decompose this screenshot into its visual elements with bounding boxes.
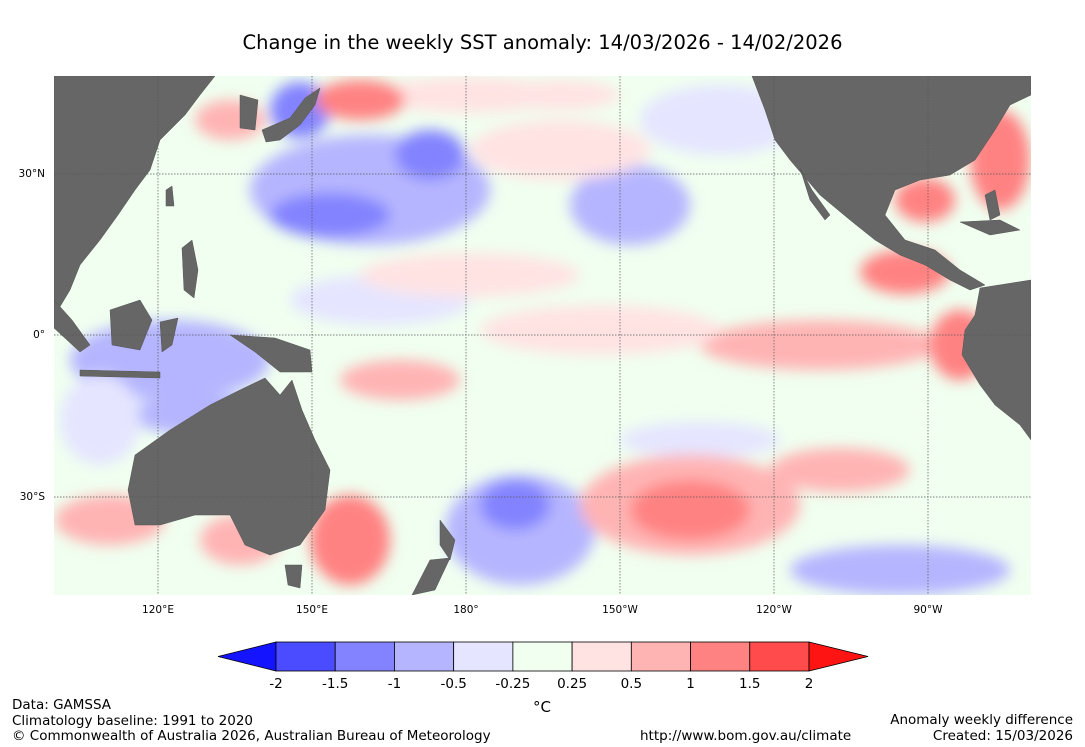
north-america-landmass — [751, 76, 1031, 291]
anomaly-field — [55, 77, 1030, 595]
colorbar-tick-label: 1 — [686, 676, 695, 692]
colorbar-bin — [512, 641, 573, 672]
colorbar-unit: °C — [533, 698, 551, 716]
colorbar-arrow-low — [217, 641, 277, 672]
nz-south-island — [411, 557, 451, 595]
new-guinea-landmass — [229, 334, 313, 373]
colorbar-bin — [690, 641, 751, 672]
colorbar-bin — [749, 641, 810, 672]
lat-label-30s: 30°S — [19, 491, 45, 503]
lon-label-120w: 120°W — [756, 604, 792, 616]
product-name: Anomaly weekly difference — [890, 712, 1073, 728]
taiwan-landmass — [165, 185, 175, 207]
borneo-landmass — [109, 299, 153, 351]
colorbar-tick-label: 1.5 — [739, 676, 761, 692]
colorbar-tick-label: -2 — [269, 676, 283, 692]
baja-california — [799, 167, 831, 221]
climatology-baseline: Climatology baseline: 1991 to 2020 — [12, 712, 253, 729]
land — [54, 76, 1031, 595]
south-america-landmass — [961, 279, 1031, 441]
lat-label-30n: 30°N — [18, 168, 45, 180]
japan-landmass — [261, 87, 321, 143]
colorbar-bin — [453, 641, 514, 672]
colorbar-tick-label: -0.25 — [495, 676, 531, 692]
colorbar-bin — [630, 641, 691, 672]
lon-label-150w: 150°W — [602, 604, 638, 616]
graticule — [54, 76, 1031, 595]
footer-right: Anomaly weekly difference Created: 15/03… — [890, 712, 1073, 744]
colorbar-tick-label: 0.25 — [557, 676, 588, 692]
chart-title: Change in the weekly SST anomaly: 14/03/… — [242, 31, 843, 54]
colorbar-tick-label: -1.5 — [322, 676, 349, 692]
data-source: Data: GAMSSA — [12, 697, 112, 713]
source-url[interactable]: http://www.bom.gov.au/climate — [640, 728, 852, 744]
tasmania-landmass — [284, 564, 303, 589]
lon-label-120e: 120°E — [142, 604, 174, 616]
philippines-landmass — [181, 239, 199, 299]
colorbar-bin — [394, 641, 455, 672]
colorbar-bin — [334, 641, 395, 672]
lat-label-equator: 0° — [33, 329, 45, 341]
colorbar-tick-label: 2 — [804, 676, 814, 692]
cuba-landmass — [959, 219, 1021, 236]
colorbar-tick-label: 0.5 — [620, 676, 643, 692]
lon-label-150e: 150°E — [296, 604, 328, 616]
lon-label-180: 180° — [453, 604, 479, 616]
colorbar-arrow-high — [808, 641, 869, 672]
lon-label-90w: 90°W — [913, 604, 943, 616]
created-date: Created: 15/03/2026 — [932, 727, 1073, 744]
florida-landmass — [984, 189, 1001, 221]
colorbar-tick-label: -1 — [387, 676, 402, 692]
footer-left: Data: GAMSSA Climatology baseline: 1991 … — [12, 697, 491, 745]
copyright: © Commonwealth of Australia 2026, Austra… — [12, 728, 491, 744]
colorbar-bin — [275, 641, 336, 672]
australia-landmass — [127, 377, 331, 556]
java-landmass — [79, 369, 161, 379]
korea-landmass — [239, 94, 259, 131]
colorbar-bin — [571, 641, 632, 672]
colorbar-tick-label: -0.5 — [440, 676, 467, 692]
sumatra-landmass — [54, 299, 91, 353]
nz-north-island — [439, 519, 456, 561]
colorbar — [217, 641, 869, 672]
